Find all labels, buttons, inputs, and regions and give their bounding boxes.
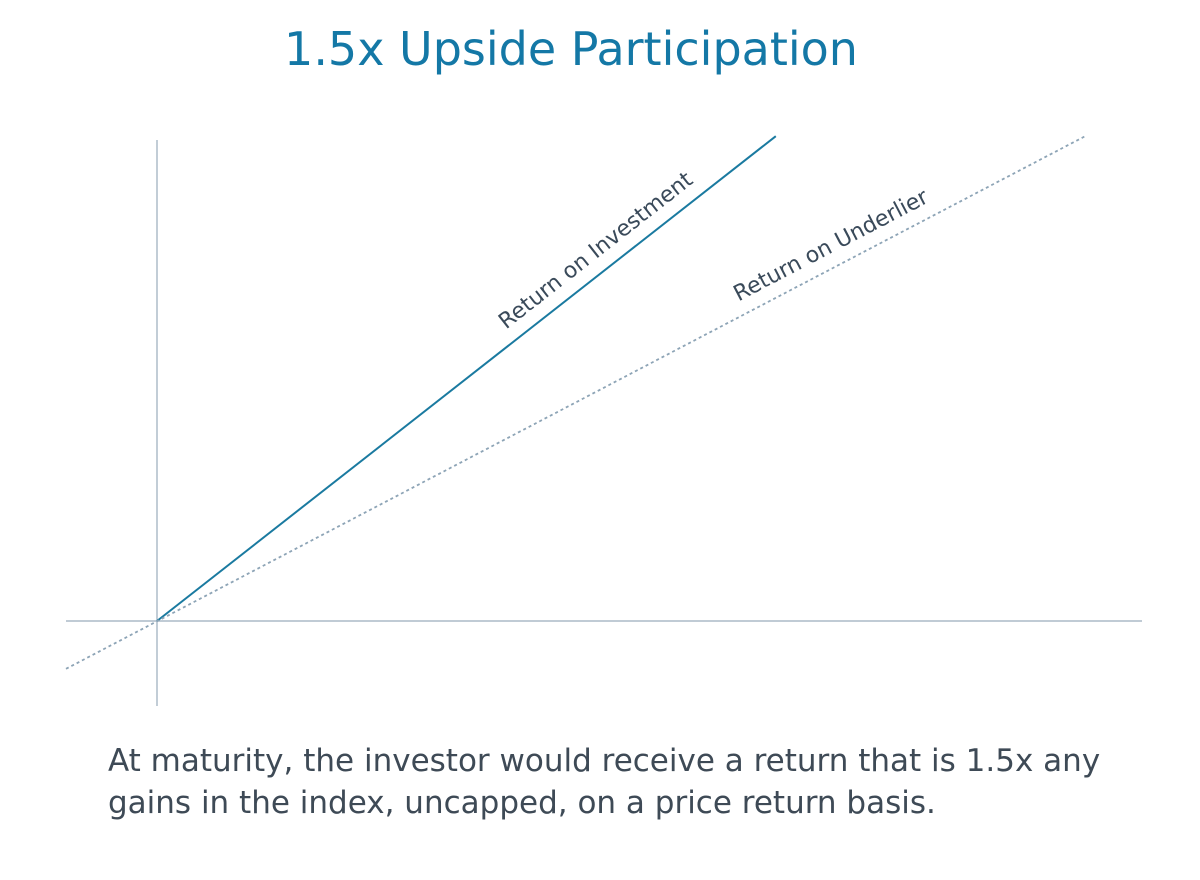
series-label-return-on-investment: Return on Investment: [494, 167, 698, 334]
series-label-return-on-underlier: Return on Underlier: [730, 184, 934, 307]
series-line-return-on-underlier: [65, 135, 1086, 670]
chart-caption: At maturity, the investor would receive …: [108, 743, 1101, 821]
chart-title: 1.5x Upside Participation: [284, 22, 858, 76]
series-line-return-on-investment: [156, 135, 777, 622]
